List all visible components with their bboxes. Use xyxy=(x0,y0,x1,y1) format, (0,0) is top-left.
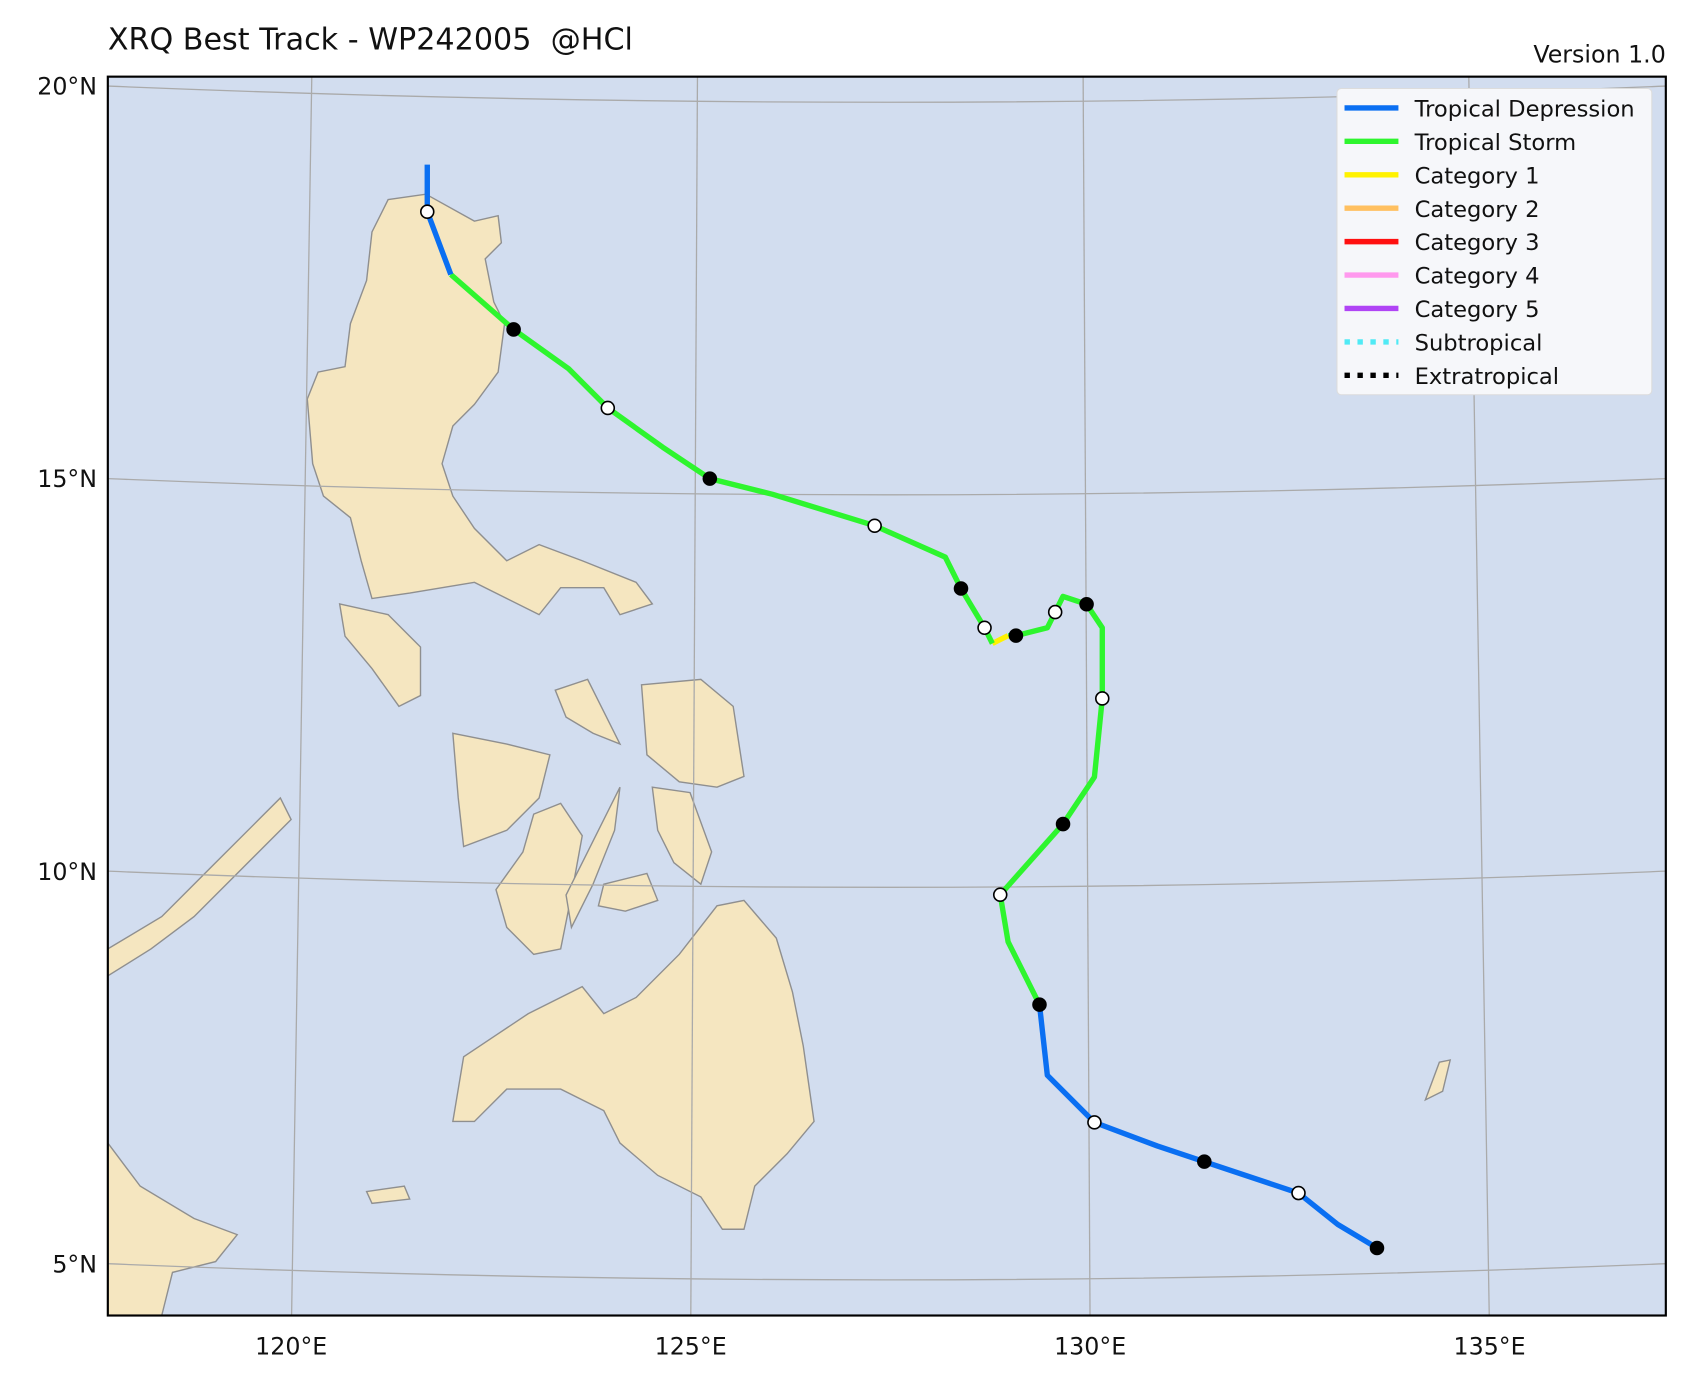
meridian xyxy=(690,76,699,1316)
track-point xyxy=(600,400,616,416)
track-point xyxy=(1032,997,1047,1012)
legend-label: Tropical Storm xyxy=(1414,130,1577,156)
title: XRQ Best Track - WP242005 @HCl xyxy=(108,23,633,58)
mindoro xyxy=(338,602,422,708)
track-point xyxy=(1047,604,1063,620)
negros xyxy=(495,802,583,956)
y-tick-label: 15°N xyxy=(37,465,97,493)
version: Version 1.0 xyxy=(1533,41,1665,69)
legend-label: Extratropical xyxy=(1415,364,1559,390)
legend: Tropical Depression Tropical Storm Categor… xyxy=(1344,97,1635,390)
track-point xyxy=(419,204,435,219)
axis-labels: 120°E 125°E 130°E 135°E 5°N 10°N 15°N 20°N xyxy=(37,73,1525,1361)
bohol xyxy=(597,872,659,912)
borneo xyxy=(107,1141,239,1316)
track-point xyxy=(1079,596,1094,612)
parallel xyxy=(107,1263,1666,1281)
land xyxy=(107,193,1452,1316)
track-point xyxy=(977,620,992,636)
y-tick-label: 10°N xyxy=(37,858,97,886)
track-segment xyxy=(449,272,995,645)
legend-label: Category 4 xyxy=(1415,264,1540,290)
map-frame xyxy=(106,75,1667,1317)
luzon xyxy=(306,193,654,616)
legend-label: Category 1 xyxy=(1415,163,1540,189)
sulu-islands xyxy=(365,1185,411,1205)
palau xyxy=(1424,1059,1452,1102)
track-point xyxy=(1197,1154,1212,1169)
track-point xyxy=(953,581,969,596)
x-tick-label: 130°E xyxy=(1054,1332,1126,1360)
track-point xyxy=(1008,628,1024,643)
track-point xyxy=(1094,691,1110,706)
track-point xyxy=(1087,1115,1102,1130)
y-tick-label: 20°N xyxy=(37,73,97,101)
legend-label: Subtropical xyxy=(1415,331,1543,357)
parallel xyxy=(107,870,1666,888)
x-tick-label: 135°E xyxy=(1454,1332,1526,1360)
track-point xyxy=(1291,1185,1306,1201)
mindanao xyxy=(452,899,815,1230)
samar xyxy=(640,678,745,788)
panay xyxy=(452,732,551,848)
cebu xyxy=(565,786,621,930)
track xyxy=(419,164,1385,1256)
track-segment xyxy=(991,633,1010,646)
track-point xyxy=(506,322,521,337)
leyte xyxy=(651,786,713,886)
x-tick-label: 125°E xyxy=(655,1332,727,1360)
track-point xyxy=(702,471,718,486)
parallel xyxy=(107,477,1666,496)
legend-label: Category 3 xyxy=(1415,230,1540,256)
track-point xyxy=(1055,816,1071,832)
y-tick-label: 5°N xyxy=(52,1250,97,1278)
track-segment xyxy=(1036,1004,1379,1251)
masbate xyxy=(554,678,622,746)
legend-label: Tropical Depression xyxy=(1414,97,1635,123)
palawan xyxy=(107,796,292,977)
legend-label: Category 2 xyxy=(1415,197,1540,223)
track-point xyxy=(867,518,882,534)
meridian xyxy=(290,76,313,1316)
legend-label: Category 5 xyxy=(1415,297,1540,323)
legend-box xyxy=(1336,87,1653,396)
track-point xyxy=(1369,1240,1385,1256)
x-tick-label: 120°E xyxy=(255,1332,327,1360)
track-point xyxy=(992,887,1008,902)
